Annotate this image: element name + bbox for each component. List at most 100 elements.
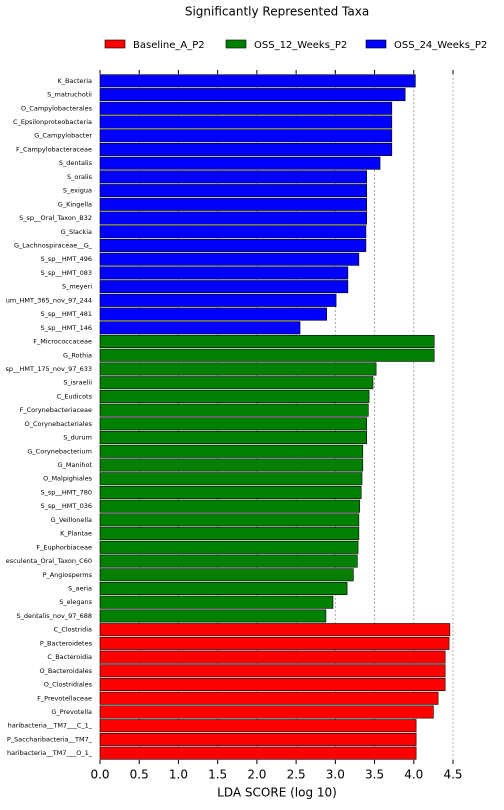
y-tick-label: S_matruchotii xyxy=(47,91,92,99)
bar xyxy=(99,184,368,198)
y-tick-label: O_Bacteroidales xyxy=(39,667,92,675)
y-tick-label: P_Saccharibacteria__TM7_ xyxy=(7,735,93,743)
y-tick-label: G_Prevotella xyxy=(51,708,92,716)
bar xyxy=(99,115,393,129)
y-tick-label: S_elegans xyxy=(59,598,92,606)
y-tick-label: S_sp__Oral_Taxon_B32 xyxy=(19,214,92,222)
y-tick-label: F_Micrococcaceae xyxy=(33,338,92,346)
x-tick-label: 3.5 xyxy=(365,768,384,782)
x-tick-label: 4.0 xyxy=(404,768,423,782)
x-tick-label: 1.5 xyxy=(208,768,227,782)
bar xyxy=(99,417,368,431)
legend-label: Baseline_A_P2 xyxy=(133,40,205,51)
bar xyxy=(99,197,368,211)
bar xyxy=(99,540,359,554)
bar xyxy=(99,719,417,733)
y-tick-label: G_Veillonella xyxy=(51,516,92,524)
y-tick-label: F_Prevotellaceae xyxy=(37,694,92,702)
chart-title: Significantly Represented Taxa xyxy=(185,5,369,19)
y-tick-label: S_durum xyxy=(63,434,92,442)
bar xyxy=(99,444,364,458)
y-tick-label: S_dentalis xyxy=(59,159,93,167)
bar xyxy=(99,527,360,541)
bar xyxy=(99,485,362,499)
bar xyxy=(99,705,434,719)
bar xyxy=(99,88,406,102)
bar xyxy=(99,458,364,472)
bar xyxy=(99,389,370,403)
bar xyxy=(99,650,446,664)
y-tick-label: O_Corynebacteriales xyxy=(25,420,93,428)
legend-label: OSS_12_Weeks_P2 xyxy=(254,40,347,51)
y-tick-label: P_Angiosperms xyxy=(43,571,93,579)
y-tick-label: C_Eudicots xyxy=(57,392,93,400)
x-axis-label: LDA SCORE (log 10) xyxy=(217,786,337,800)
bar xyxy=(99,362,377,376)
bar xyxy=(99,321,301,335)
y-tick-label: esculenta_Oral_Taxon_C60 xyxy=(6,557,92,565)
y-tick-label: G_Corynebacterium xyxy=(27,447,92,455)
y-tick-label: S_exigua xyxy=(63,187,92,195)
y-tick-label: G_Campylobacter xyxy=(34,132,92,140)
bar xyxy=(99,678,446,692)
y-tick-label: O_Campylobacterales xyxy=(21,104,93,112)
bar xyxy=(99,376,374,390)
legend-label: OSS_24_Weeks_P2 xyxy=(394,40,487,51)
bar xyxy=(99,101,393,115)
y-tick-label: G_Slackia xyxy=(61,228,92,236)
legend-swatch xyxy=(365,39,387,49)
bar xyxy=(99,348,435,362)
bar xyxy=(99,609,327,623)
y-tick-label: S_aeria xyxy=(68,585,92,593)
bar xyxy=(99,211,368,225)
bar xyxy=(99,170,368,184)
bar xyxy=(99,513,360,527)
y-tick-label: S_meyeri xyxy=(62,283,92,291)
y-tick-label: S_israelii xyxy=(63,379,92,387)
y-tick-label: S_sp__HMT_083 xyxy=(40,269,92,277)
y-tick-label: O_Clostridiales xyxy=(44,681,93,689)
y-tick-label: F_Euphorbiaceae xyxy=(36,543,92,551)
legend-swatch xyxy=(225,39,247,49)
y-tick-label: G_Manihot xyxy=(58,461,93,469)
bar xyxy=(99,568,354,582)
y-tick-label: G_Lachnospiraceae__G_ xyxy=(14,242,93,250)
bar xyxy=(99,239,367,252)
y-tick-label: K_Bacteria xyxy=(57,77,92,85)
bar xyxy=(99,293,337,307)
bar xyxy=(99,691,439,705)
bar xyxy=(99,142,393,156)
y-tick-label: O_Malpighiales xyxy=(43,475,93,483)
y-tick-label: haribacteria__TM7___C_1_ xyxy=(8,722,93,730)
bar xyxy=(99,623,451,637)
bar xyxy=(99,732,417,746)
y-tick-label: C_Clostridia xyxy=(54,626,92,634)
bar xyxy=(99,307,328,321)
bar xyxy=(99,225,367,239)
x-tick-label: 4.5 xyxy=(443,768,462,782)
bar xyxy=(99,554,358,568)
y-tick-label: F_Campylobacteraceae xyxy=(16,145,92,153)
x-tick-label: 1.0 xyxy=(169,768,188,782)
bar xyxy=(99,431,368,445)
y-tick-label: G_Kingella xyxy=(58,200,92,208)
bar xyxy=(99,636,450,650)
legend-swatch xyxy=(104,39,126,49)
y-tick-label: S_sp__HMT_481 xyxy=(40,310,92,318)
x-tick-label: 0.0 xyxy=(90,768,109,782)
y-tick-label: haribacteria__TM7___O_1_ xyxy=(7,749,93,757)
bar xyxy=(99,335,435,349)
bar xyxy=(99,746,417,760)
bar xyxy=(99,266,349,280)
bar xyxy=(99,74,416,88)
x-tick-label: 0.5 xyxy=(130,768,149,782)
y-tick-label: C_Bacteroidia xyxy=(47,653,92,661)
y-tick-label: um_HMT_365_nov_97_244 xyxy=(6,296,92,304)
bar xyxy=(99,499,360,513)
y-tick-label: F_Corynebacteriaceae xyxy=(20,406,92,414)
x-tick-label: 2.0 xyxy=(247,768,266,782)
y-tick-label: S_oralis xyxy=(67,173,93,181)
y-tick-label: G_Rothia xyxy=(63,351,92,359)
y-tick-label: S_sp__HMT_496 xyxy=(40,255,92,263)
